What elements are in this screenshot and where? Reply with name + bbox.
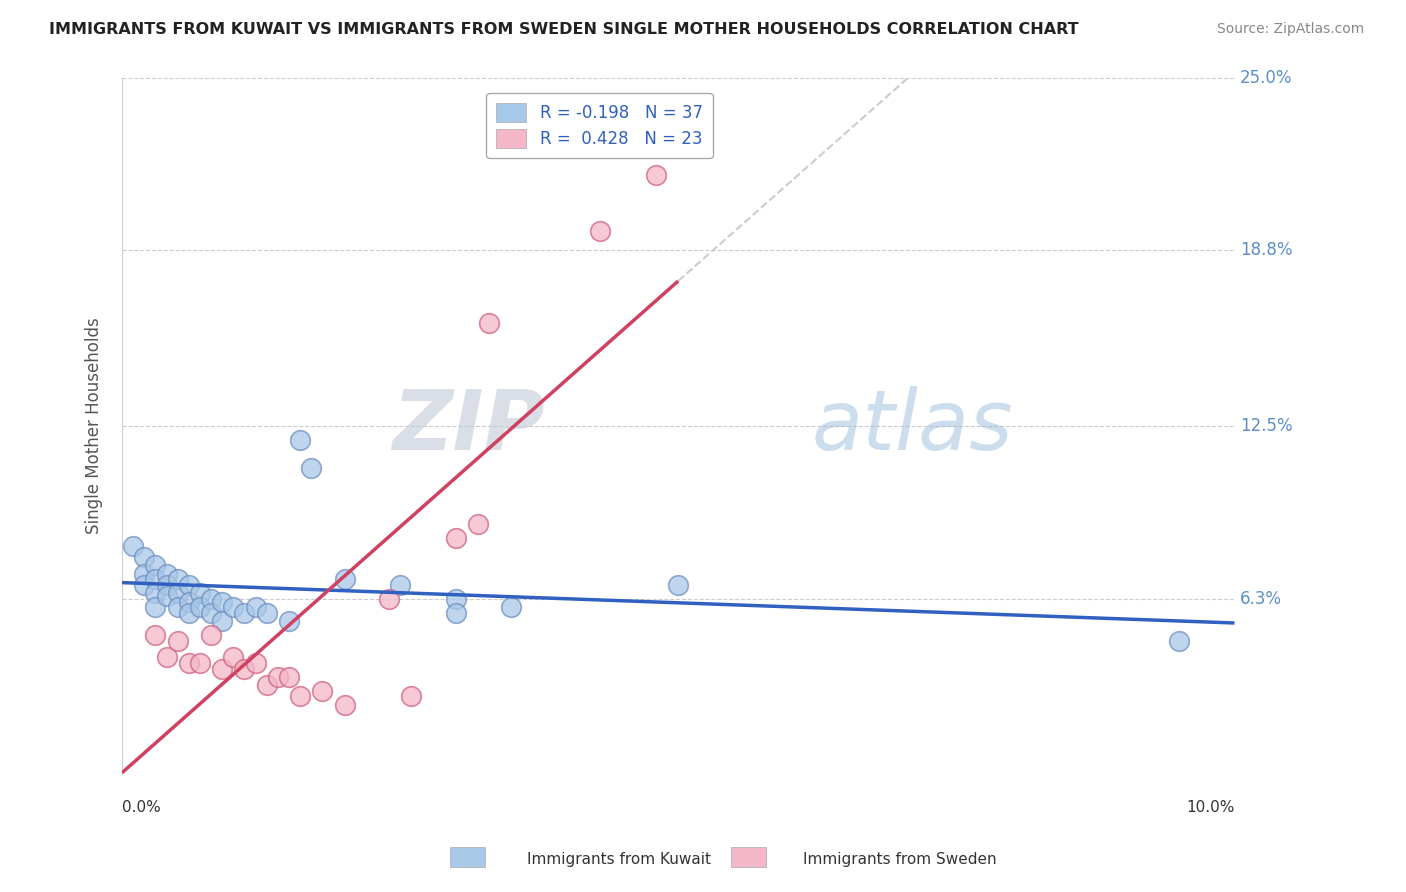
- Point: [188, 586, 211, 600]
- Point: [1167, 633, 1189, 648]
- Point: [478, 316, 501, 330]
- Point: [166, 586, 188, 600]
- Point: [444, 591, 467, 606]
- Text: 12.5%: 12.5%: [1240, 417, 1292, 435]
- Point: [177, 578, 200, 592]
- Point: [333, 698, 356, 712]
- Text: 18.8%: 18.8%: [1240, 242, 1292, 260]
- Text: Immigrants from Kuwait: Immigrants from Kuwait: [527, 852, 710, 867]
- Point: [645, 168, 668, 182]
- Point: [166, 573, 188, 587]
- Point: [155, 566, 177, 581]
- Text: 10.0%: 10.0%: [1187, 799, 1234, 814]
- Point: [134, 566, 156, 581]
- Point: [333, 573, 356, 587]
- Point: [211, 662, 233, 676]
- Y-axis label: Single Mother Households: Single Mother Households: [86, 318, 103, 534]
- Point: [501, 600, 523, 615]
- Point: [200, 628, 222, 642]
- Point: [444, 606, 467, 620]
- Text: IMMIGRANTS FROM KUWAIT VS IMMIGRANTS FROM SWEDEN SINGLE MOTHER HOUSEHOLDS CORREL: IMMIGRANTS FROM KUWAIT VS IMMIGRANTS FRO…: [49, 22, 1078, 37]
- Legend: R = -0.198   N = 37, R =  0.428   N = 23: R = -0.198 N = 37, R = 0.428 N = 23: [486, 93, 713, 158]
- Point: [134, 578, 156, 592]
- Point: [277, 614, 299, 628]
- Point: [188, 600, 211, 615]
- Point: [267, 670, 290, 684]
- Point: [245, 600, 267, 615]
- Point: [122, 539, 145, 553]
- Point: [589, 224, 612, 238]
- Point: [145, 600, 167, 615]
- Text: Source: ZipAtlas.com: Source: ZipAtlas.com: [1216, 22, 1364, 37]
- Text: 0.0%: 0.0%: [122, 799, 160, 814]
- Point: [211, 595, 233, 609]
- Point: [177, 595, 200, 609]
- Point: [211, 614, 233, 628]
- Point: [155, 650, 177, 665]
- Point: [155, 589, 177, 603]
- Point: [222, 600, 245, 615]
- Point: [177, 606, 200, 620]
- Point: [467, 516, 489, 531]
- Point: [134, 550, 156, 565]
- Point: [288, 433, 311, 447]
- Text: ZIP: ZIP: [392, 385, 544, 467]
- Point: [145, 586, 167, 600]
- Point: [444, 531, 467, 545]
- Text: 6.3%: 6.3%: [1240, 590, 1282, 608]
- Point: [166, 600, 188, 615]
- Point: [401, 690, 423, 704]
- Point: [299, 461, 322, 475]
- Point: [256, 606, 278, 620]
- Text: atlas: atlas: [811, 385, 1014, 467]
- Text: 25.0%: 25.0%: [1240, 69, 1292, 87]
- Point: [245, 656, 267, 670]
- Point: [389, 578, 412, 592]
- Point: [166, 633, 188, 648]
- Point: [145, 558, 167, 573]
- Point: [256, 678, 278, 692]
- Point: [200, 591, 222, 606]
- Point: [378, 591, 401, 606]
- Point: [233, 662, 256, 676]
- Point: [666, 578, 689, 592]
- Point: [233, 606, 256, 620]
- Point: [188, 656, 211, 670]
- Point: [311, 684, 333, 698]
- Point: [155, 578, 177, 592]
- Point: [200, 606, 222, 620]
- Text: Immigrants from Sweden: Immigrants from Sweden: [803, 852, 997, 867]
- Point: [288, 690, 311, 704]
- Point: [222, 650, 245, 665]
- Point: [145, 573, 167, 587]
- Point: [277, 670, 299, 684]
- Point: [145, 628, 167, 642]
- Point: [177, 656, 200, 670]
